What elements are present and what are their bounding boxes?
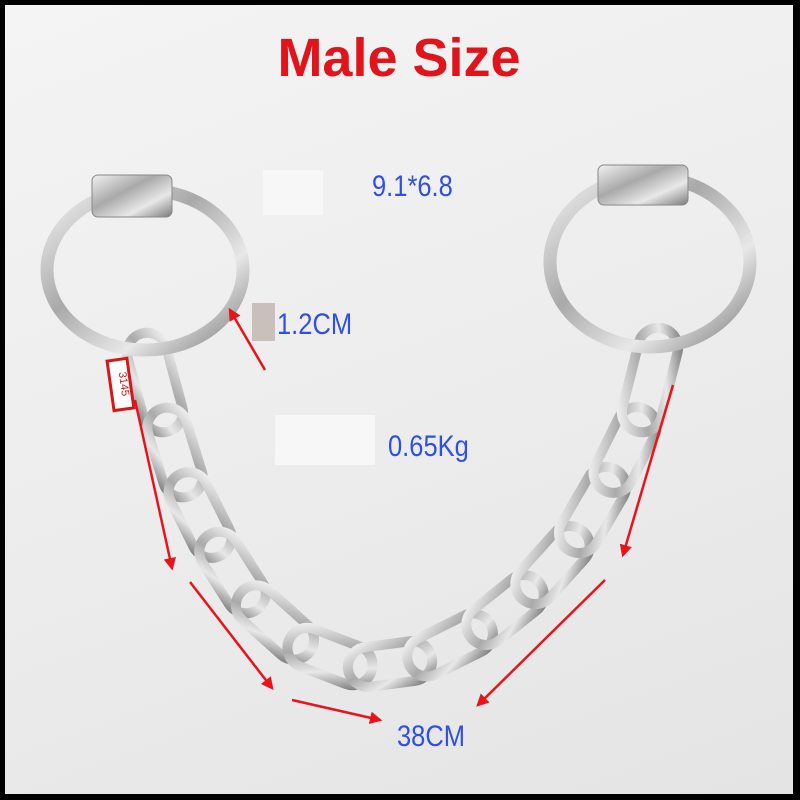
chain-link [163, 467, 237, 563]
chain-link [616, 322, 684, 438]
weight-label: 0.65Kg [388, 430, 469, 463]
chain-link [461, 569, 549, 651]
chain [122, 322, 684, 692]
title: Male Size [277, 28, 521, 88]
chain-link [510, 520, 595, 610]
chain-link [122, 327, 188, 438]
ring-thickness-label: 1.2CM [277, 308, 353, 341]
tag: 3145 [105, 356, 136, 413]
arrow-thickness [228, 307, 267, 371]
chain-link [402, 608, 498, 682]
chain-link [342, 636, 438, 692]
chain-link [142, 402, 208, 503]
blurred-patch [252, 303, 275, 341]
chain-link [554, 461, 631, 559]
chain-link [230, 580, 320, 665]
product-image: 3145 Male Size 9.1*6.8 1.2CM 0.65Kg 38CM [5, 5, 793, 794]
right-combination-lock-icon [597, 164, 689, 206]
ring-size-label: 9.1*6.8 [372, 170, 453, 203]
product-illustration: 3145 [40, 164, 757, 724]
chain-length-label: 38CM [397, 720, 466, 753]
chain-link [194, 526, 271, 619]
blurred-patch [275, 415, 375, 465]
blurred-patch [263, 170, 323, 215]
dimension-arrows [133, 307, 675, 724]
svg-text:3145: 3145 [116, 371, 131, 397]
chain-link [588, 402, 662, 498]
left-combination-lock-icon [91, 174, 173, 218]
chain-link [282, 622, 378, 691]
